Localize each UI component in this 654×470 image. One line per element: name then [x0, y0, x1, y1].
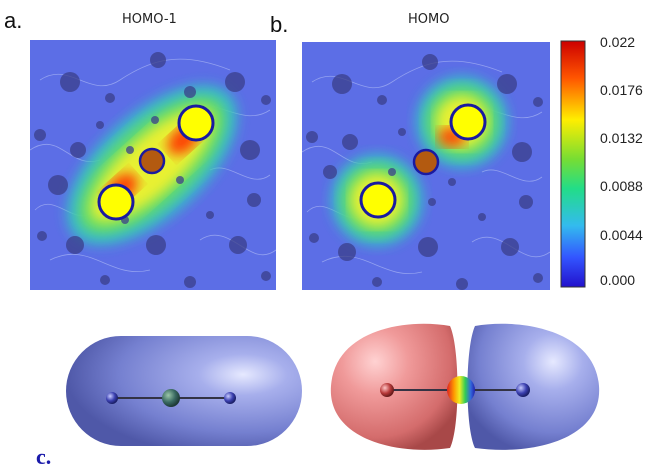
- homo-isosurface: [330, 323, 600, 450]
- panel-c-letter: c.: [36, 444, 52, 469]
- panel-b-title: HOMO: [408, 12, 450, 27]
- colorbar-tick-5: 0.000: [600, 272, 636, 288]
- colorbar-tick-2: 0.0132: [600, 130, 643, 146]
- colorbar-tick-3: 0.0088: [600, 178, 643, 194]
- lobe-atom-upper: [449, 103, 487, 141]
- lobe-atom-lower: [359, 181, 397, 219]
- central-atom: [138, 147, 166, 175]
- lobe-atom-lower: [97, 183, 135, 221]
- colorbar: [560, 40, 586, 288]
- homo-1-isosurface: [66, 336, 302, 446]
- lobe-atom-upper: [177, 104, 215, 142]
- homo-density-map: [302, 42, 550, 290]
- panel-b-letter: b.: [270, 12, 289, 37]
- lattice-atoms: [306, 54, 543, 290]
- central-atom: [412, 148, 440, 176]
- colorbar-tick-1: 0.0176: [600, 82, 643, 98]
- homo-1-density-map: [30, 40, 276, 290]
- colorbar-tick-4: 0.0044: [600, 227, 643, 243]
- lattice-atoms: [34, 52, 271, 288]
- panel-a-title: HOMO-1: [122, 12, 177, 27]
- panel-a-letter: a.: [4, 8, 23, 33]
- colorbar-tick-0: 0.022: [600, 34, 636, 50]
